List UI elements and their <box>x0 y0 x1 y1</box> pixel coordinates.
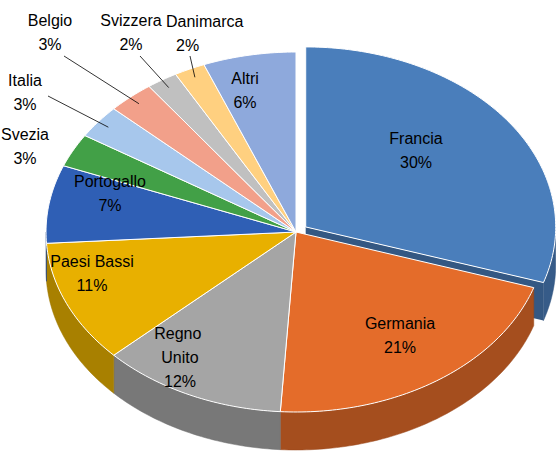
chart: Francia 30% Germania 21% Regno Unito 12% Paesi… <box>0 0 556 474</box>
slice-label-line: Svizzera <box>100 12 161 29</box>
value-label: 2% <box>119 36 142 53</box>
slice-label-line: Paesi Bassi <box>50 253 134 270</box>
slice <box>280 232 533 412</box>
slice-label: Regno Unito <box>154 325 206 366</box>
slice <box>204 52 296 232</box>
value-label: 3% <box>13 96 36 113</box>
value-label: 21% <box>384 339 416 356</box>
slice-label-line: Regno <box>154 325 206 342</box>
slice-label-line: Belgio <box>28 12 73 29</box>
slice-label-line: Svezia <box>1 126 49 143</box>
value-label: 11% <box>77 277 108 294</box>
value-label: 3% <box>38 36 61 53</box>
leader-line <box>48 96 108 127</box>
slice-label: Portogallo <box>74 173 146 190</box>
slice-label-line: Italia <box>8 72 42 89</box>
value-label: 3% <box>13 150 36 167</box>
slice-label: Belgio <box>28 12 73 29</box>
slice-label-line: Unito <box>161 349 198 366</box>
pie <box>46 47 556 450</box>
data-labels: Francia 30% Germania 21% Regno Unito 12% Paesi… <box>1 12 443 390</box>
slice-label-line: Danimarca <box>166 13 243 30</box>
slice <box>46 232 296 355</box>
value-label: 12% <box>164 373 196 390</box>
slice-label: Danimarca <box>166 13 243 30</box>
slice-label: Francia <box>389 130 442 147</box>
value-label: 7% <box>98 197 121 214</box>
slice-label-line: Francia <box>389 130 442 147</box>
slice-label: Altri <box>231 70 259 87</box>
leader-line <box>64 56 139 104</box>
slice-label: Paesi Bassi <box>50 253 134 270</box>
value-label: 6% <box>233 94 256 111</box>
leader-line <box>140 56 169 88</box>
slice-label: Svezia <box>1 126 49 143</box>
value-label: 2% <box>176 37 199 54</box>
slice-label: Svizzera <box>100 12 161 29</box>
slice-label-line: Germania <box>365 315 435 332</box>
leader-line <box>190 56 195 77</box>
slice-label-line: Altri <box>231 70 259 87</box>
value-label: 30% <box>400 154 432 171</box>
slice-label-line: Portogallo <box>74 173 146 190</box>
slice-label: Italia <box>8 72 42 89</box>
slice-label: Germania <box>365 315 435 332</box>
